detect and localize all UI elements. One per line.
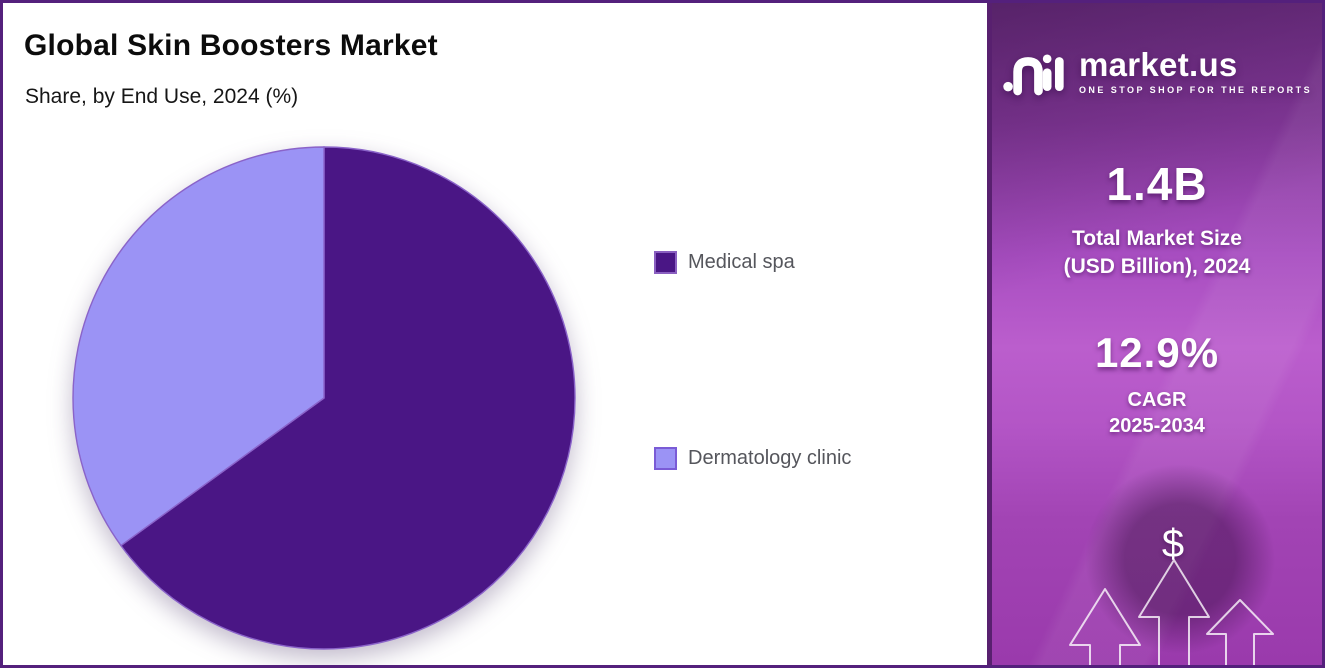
legend-item-medical-spa: Medical spa [654,251,851,274]
cagr-value: 12.9% [1094,328,1220,376]
pie-chart [72,146,576,650]
legend-label-dermatology-clinic: Dermatology clinic [688,447,852,469]
cagr-label-line1: CAGR [1127,388,1187,411]
legend-label-medical-spa: Medical spa [688,251,795,273]
legend-swatch-medical-spa-icon [654,251,677,274]
dollar-icon: $ [1161,522,1185,566]
market-size-label: Total Market Size (USD Billion), 2024 [992,225,1322,281]
market-us-logo-icon [1003,54,1064,96]
pie-slice-dermatology-clinic [72,146,325,547]
chart-legend: Medical spa Dermatology clinic [654,251,851,470]
growth-arrows-icon [1069,559,1274,665]
market-size-value: 1.4B [1106,158,1208,210]
legend-item-dermatology-clinic: Dermatology clinic [654,447,851,470]
brand-tagline: ONE STOP SHOP FOR THE REPORTS [1078,84,1313,95]
legend-swatch-dermatology-clinic-icon [654,447,677,470]
cagr-label: CAGR 2025-2034 [992,387,1322,439]
brand-lockup: market.us ONE STOP SHOP FOR THE REPORTS [992,45,1322,97]
page-subtitle: Share, by End Use, 2024 (%) [25,85,299,108]
market-size-label-line2: (USD Billion), 2024 [1063,254,1251,278]
page-title: Global Skin Boosters Market [24,29,438,62]
cagr-label-line2: 2025-2034 [1109,414,1205,437]
brand-name: market.us [1078,45,1238,83]
market-size-label-line1: Total Market Size [1072,227,1242,250]
brand-sidebar: market.us ONE STOP SHOP FOR THE REPORTS … [987,3,1322,665]
brand-text: market.us ONE STOP SHOP FOR THE REPORTS [1079,48,1312,95]
chart-area: Global Skin Boosters Market Share, by En… [3,3,995,665]
pie-slice-medical-spa [119,146,576,650]
